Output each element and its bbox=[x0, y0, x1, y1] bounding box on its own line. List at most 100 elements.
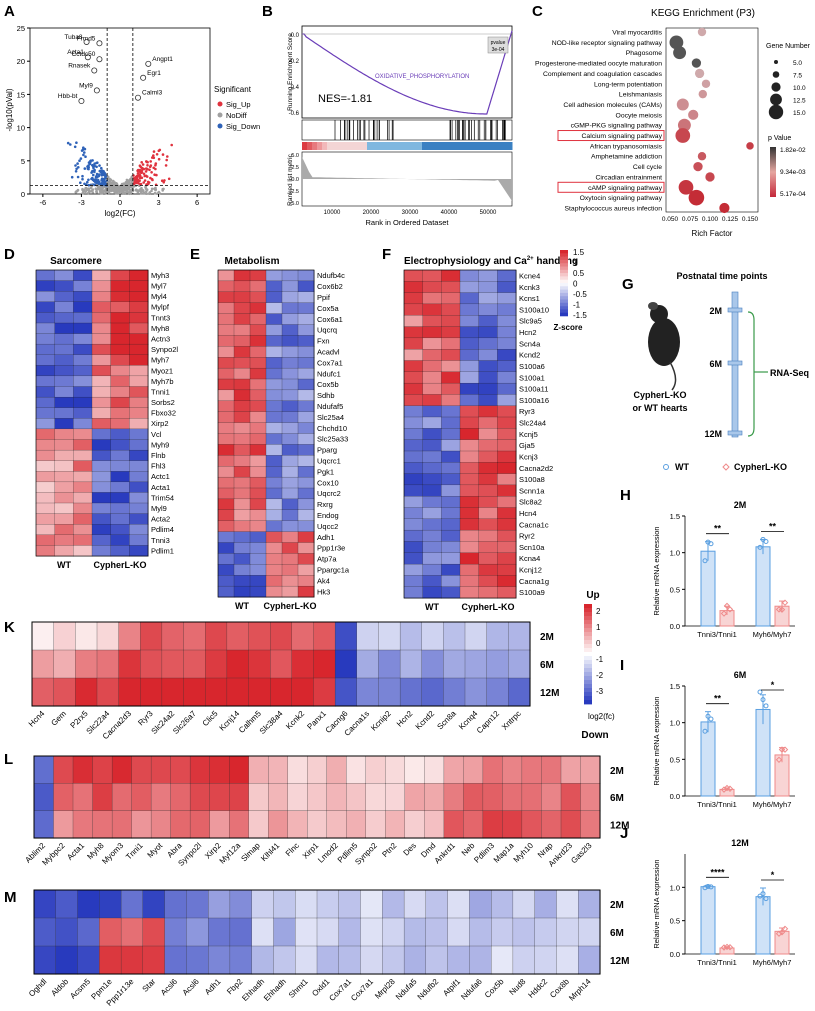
gene-row-label: Cox5b bbox=[317, 380, 339, 389]
gene-column-label: Ndufa5 bbox=[394, 977, 419, 1002]
heatmap-cell bbox=[459, 541, 480, 554]
heatmap-cell bbox=[281, 564, 299, 576]
zscore-cell bbox=[560, 273, 568, 277]
heatmap-cell bbox=[478, 405, 498, 418]
gene-column-label: Acta1 bbox=[65, 841, 86, 862]
heatmap-cell bbox=[422, 394, 442, 407]
gene-marker bbox=[93, 87, 100, 94]
metric-tick-label: 2.5 bbox=[291, 165, 299, 171]
heatmap-cell bbox=[229, 755, 250, 784]
gene-row-label: Trim54 bbox=[151, 493, 174, 502]
heatmap-cell bbox=[297, 564, 315, 576]
heatmap-cell bbox=[478, 394, 498, 407]
x-tick-label: 0.050 bbox=[662, 216, 679, 223]
x-tick-label: 0.150 bbox=[742, 216, 759, 223]
gene-row-label: Vcl bbox=[151, 430, 162, 439]
gene-row-label: Cox10 bbox=[317, 478, 339, 487]
heatmap-cell bbox=[120, 917, 144, 947]
gene-row-label: Scn10a bbox=[519, 543, 545, 552]
volcano-point bbox=[146, 168, 149, 171]
heatmap-cell bbox=[281, 378, 299, 391]
scale-cell bbox=[584, 632, 592, 637]
heatmap-cell bbox=[35, 502, 56, 515]
volcano-point bbox=[97, 173, 101, 176]
heatmap-cell bbox=[54, 513, 74, 525]
gene-row-label: Kcnk3 bbox=[519, 283, 540, 292]
heatmap-cell bbox=[31, 649, 55, 679]
heatmap-cell bbox=[281, 400, 299, 413]
heatmap-cell bbox=[281, 367, 299, 380]
gene-column-label: Hcn2 bbox=[395, 709, 415, 729]
gene-row-label: Sdhb bbox=[317, 391, 335, 400]
heatmap-cell bbox=[441, 416, 461, 429]
volcano-point bbox=[84, 187, 87, 190]
heatmap-cell bbox=[297, 509, 315, 522]
heatmap-cell bbox=[334, 677, 358, 707]
heatmap-cell bbox=[265, 564, 283, 576]
scale-cell bbox=[584, 628, 592, 633]
heatmap-cell bbox=[365, 810, 386, 839]
scale-cell bbox=[584, 640, 592, 645]
heatmap-cell bbox=[35, 460, 56, 472]
heatmap-cell bbox=[459, 360, 480, 373]
heatmap-cell bbox=[425, 889, 449, 919]
gene-row-label: Flnb bbox=[151, 451, 166, 460]
heatmap-cell bbox=[403, 450, 424, 463]
heatmap-cell bbox=[459, 269, 480, 282]
heatmap-cell bbox=[226, 621, 250, 651]
heatmap-cell bbox=[91, 428, 112, 441]
heatmap-cell bbox=[441, 326, 461, 339]
gene-column-label: Tnni1 bbox=[124, 841, 145, 862]
heatmap-cell bbox=[91, 312, 112, 324]
heatmap-cell bbox=[233, 291, 251, 304]
heatmap-cell bbox=[265, 302, 283, 315]
heatmap-cell bbox=[54, 407, 74, 419]
kegg-bubble bbox=[701, 79, 711, 88]
heatmap-cell bbox=[233, 269, 251, 282]
gene-marker bbox=[96, 40, 103, 47]
heatmap-cell bbox=[209, 755, 230, 784]
heatmap-cell bbox=[265, 531, 283, 544]
title-superscript: 2+ bbox=[527, 256, 534, 262]
heatmap-cell bbox=[54, 365, 74, 377]
heatmap-cell bbox=[208, 945, 231, 975]
heatmap-cell bbox=[404, 783, 425, 812]
x-tick-label: 6 bbox=[195, 198, 199, 207]
kegg-bubble bbox=[675, 128, 691, 143]
heatmap-cell bbox=[73, 481, 93, 494]
heatmap-cell bbox=[249, 422, 267, 435]
heatmap-cell bbox=[403, 473, 424, 486]
heatmap-cell bbox=[265, 422, 283, 435]
heatmap-cell bbox=[249, 455, 267, 467]
heatmap-cell bbox=[441, 360, 461, 373]
heatmap-cell bbox=[53, 621, 76, 651]
heatmap-frame bbox=[31, 621, 531, 707]
timepoint-row-label: 2M bbox=[540, 632, 554, 643]
heatmap-cell bbox=[268, 810, 289, 839]
gene-row-label: Slc24a4 bbox=[519, 419, 546, 428]
heatmap-cell bbox=[161, 677, 185, 707]
scale-tick-label: 0 bbox=[596, 639, 601, 648]
heatmap-cell bbox=[281, 542, 299, 554]
volcano-point bbox=[96, 188, 100, 191]
heatmap-cell bbox=[281, 553, 299, 565]
heatmap-cell bbox=[365, 783, 386, 812]
heatmap-cell bbox=[422, 292, 442, 305]
scale-cell bbox=[584, 620, 592, 625]
heatmap-cell bbox=[186, 917, 209, 947]
gene-column-label: Myl12a bbox=[218, 841, 243, 866]
heatmap-cell bbox=[281, 498, 299, 511]
heatmap-cell bbox=[403, 292, 424, 305]
volcano-point bbox=[136, 172, 140, 175]
sample-label: CypherL-KO bbox=[633, 390, 686, 400]
mouse-body bbox=[648, 318, 680, 366]
rank-color-cell bbox=[417, 142, 423, 150]
heatmap-cell bbox=[297, 422, 315, 435]
heatmap-cell bbox=[422, 405, 442, 418]
gene-column-label: Kcnip2 bbox=[369, 709, 393, 733]
heatmap-cell bbox=[233, 585, 251, 598]
volcano-point bbox=[110, 189, 113, 193]
heatmap-cell bbox=[73, 492, 93, 504]
rank-color-cell bbox=[457, 142, 463, 150]
rank-color-cell bbox=[492, 142, 498, 150]
